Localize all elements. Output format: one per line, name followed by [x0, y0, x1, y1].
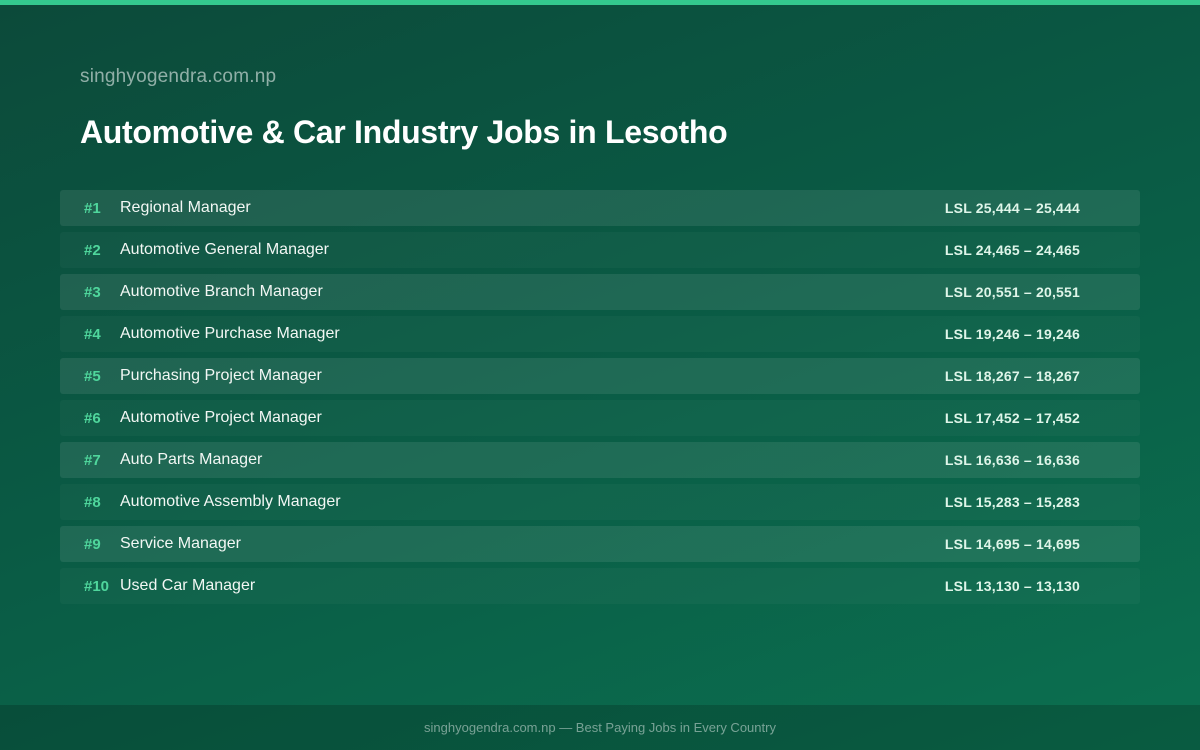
job-row: #9 Service Manager LSL 14,695 – 14,695 [60, 526, 1140, 562]
job-title: Auto Parts Manager [120, 451, 263, 468]
job-rank: #3 [84, 283, 101, 301]
job-title: Automotive Assembly Manager [120, 493, 341, 510]
job-rank: #10 [84, 577, 110, 595]
job-rank: #5 [84, 367, 101, 385]
job-title: Service Manager [120, 535, 241, 552]
job-salary: LSL 24,465 – 24,465 [944, 242, 1080, 258]
job-salary: LSL 19,246 – 19,246 [944, 326, 1080, 342]
job-row: #5 Purchasing Project Manager LSL 18,267… [60, 358, 1140, 394]
job-rank: #8 [84, 493, 101, 511]
job-rank: #7 [84, 451, 101, 469]
job-row: #10 Used Car Manager LSL 13,130 – 13,130 [60, 568, 1140, 604]
top-accent-bar [0, 0, 1200, 5]
job-rank: #6 [84, 409, 101, 427]
job-salary: LSL 15,283 – 15,283 [944, 494, 1080, 510]
job-rank: #4 [84, 325, 101, 343]
job-salary: LSL 14,695 – 14,695 [944, 536, 1080, 552]
footer-text: singhyogendra.com.np — Best Paying Jobs … [424, 720, 776, 735]
job-title: Automotive Project Manager [120, 409, 322, 426]
job-title: Purchasing Project Manager [120, 367, 322, 384]
job-row: #1 Regional Manager LSL 25,444 – 25,444 [60, 190, 1140, 226]
job-salary: LSL 17,452 – 17,452 [944, 410, 1080, 426]
site-name: singhyogendra.com.np [80, 66, 277, 87]
job-row: #7 Auto Parts Manager LSL 16,636 – 16,63… [60, 442, 1140, 478]
job-row: #8 Automotive Assembly Manager LSL 15,28… [60, 484, 1140, 520]
job-row: #6 Automotive Project Manager LSL 17,452… [60, 400, 1140, 436]
job-salary: LSL 13,130 – 13,130 [944, 578, 1080, 594]
job-salary: LSL 25,444 – 25,444 [944, 200, 1080, 216]
job-row: #2 Automotive General Manager LSL 24,465… [60, 232, 1140, 268]
job-title: Automotive Branch Manager [120, 283, 323, 300]
job-salary: LSL 18,267 – 18,267 [944, 368, 1080, 384]
job-rank: #1 [84, 199, 101, 217]
job-list: #1 Regional Manager LSL 25,444 – 25,444 … [60, 190, 1140, 610]
job-rank: #2 [84, 241, 101, 259]
job-row: #4 Automotive Purchase Manager LSL 19,24… [60, 316, 1140, 352]
job-rank: #9 [84, 535, 101, 553]
footer: singhyogendra.com.np — Best Paying Jobs … [0, 705, 1200, 750]
job-title: Used Car Manager [120, 577, 256, 594]
job-salary: LSL 16,636 – 16,636 [944, 452, 1080, 468]
job-title: Regional Manager [120, 199, 251, 216]
job-title: Automotive General Manager [120, 241, 329, 258]
job-row: #3 Automotive Branch Manager LSL 20,551 … [60, 274, 1140, 310]
page-title: Automotive & Car Industry Jobs in Lesoth… [80, 114, 728, 150]
job-title: Automotive Purchase Manager [120, 325, 340, 342]
job-salary: LSL 20,551 – 20,551 [944, 284, 1080, 300]
